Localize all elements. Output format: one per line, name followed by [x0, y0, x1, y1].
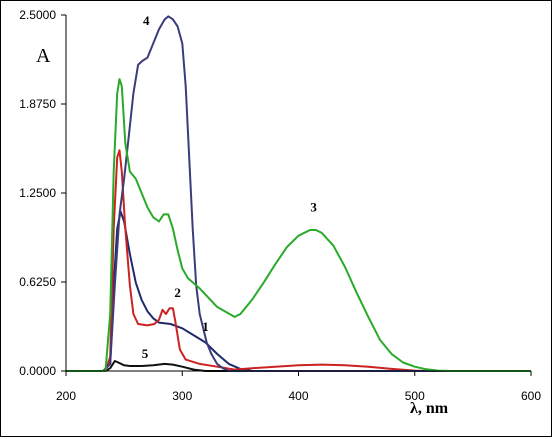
y-tick-label: 1.2500 — [19, 186, 56, 200]
y-ticks: 0.0000 0.6250 1.2500 1.8750 2.5000 — [19, 8, 66, 378]
series-line-2 — [66, 149, 531, 372]
x-tick-label: 400 — [288, 389, 308, 403]
series-label-4: 4 — [143, 13, 150, 28]
series-line-4 — [66, 15, 531, 372]
y-axis-label: A — [36, 45, 51, 67]
y-tick-label: 0.0000 — [19, 364, 56, 378]
y-tick-label: 0.6250 — [19, 275, 56, 289]
series-line-3 — [66, 78, 531, 372]
plot-lines — [66, 15, 531, 372]
x-axis-label: λ, nm — [410, 400, 449, 417]
x-tick-label: 200 — [56, 389, 76, 403]
x-ticks: 200 300 400 500 600 — [56, 371, 541, 403]
series-labels: 1 2 3 4 5 — [142, 13, 318, 361]
y-tick-label: 2.5000 — [19, 8, 56, 22]
y-tick-label: 1.8750 — [19, 97, 56, 111]
series-label-2: 2 — [174, 285, 181, 300]
series-label-1: 1 — [202, 319, 209, 334]
series-line-5 — [66, 360, 531, 372]
series-line-1 — [66, 210, 531, 372]
x-tick-label: 600 — [521, 389, 541, 403]
x-tick-label: 300 — [172, 389, 192, 403]
series-label-3: 3 — [310, 200, 317, 215]
x-tick-label: 500 — [405, 389, 425, 403]
series-label-5: 5 — [142, 346, 149, 361]
